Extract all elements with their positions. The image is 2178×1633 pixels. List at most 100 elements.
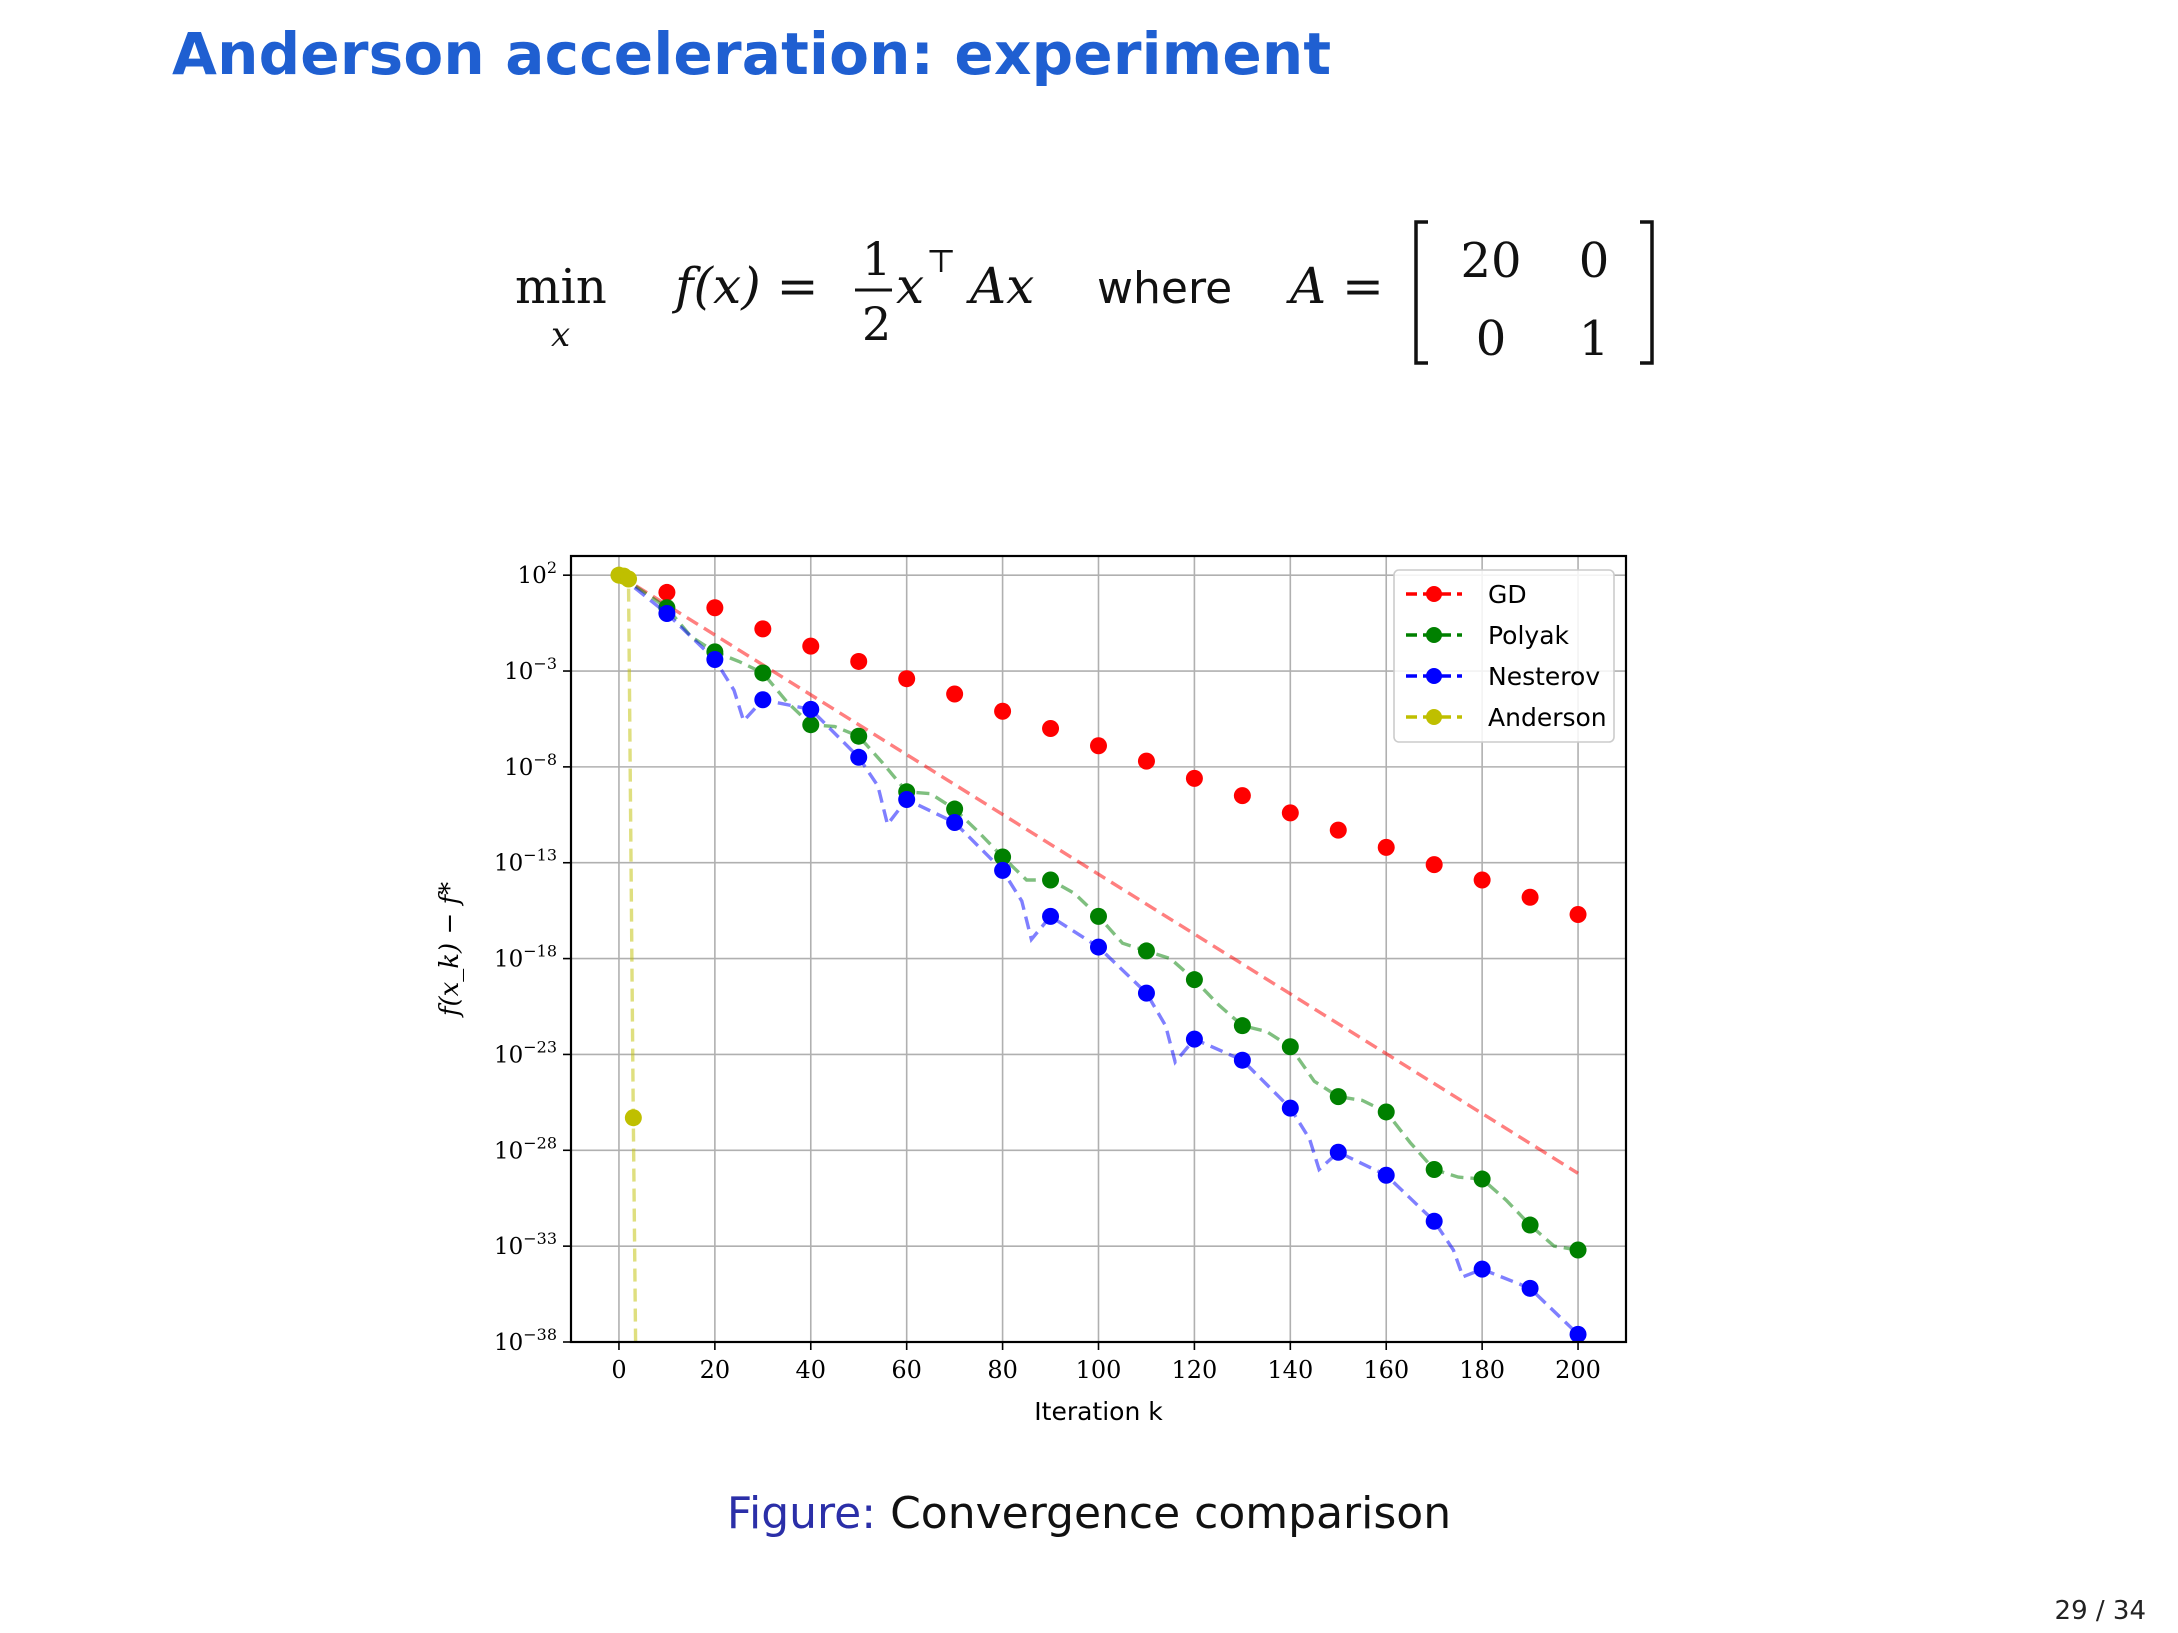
eq-frac-numerator: 1: [862, 232, 891, 286]
y-tick-label: 102: [518, 558, 557, 589]
x-tick-label: 120: [1172, 1356, 1218, 1384]
data-point-nesterov: [1281, 1099, 1299, 1117]
legend-marker-polyak: [1426, 627, 1442, 643]
data-point-polyak: [1185, 971, 1203, 989]
data-point-polyak: [802, 716, 820, 734]
x-tick-label: 180: [1459, 1356, 1505, 1384]
matrix-cell-1-1: 1: [1579, 311, 1610, 367]
data-point-gd: [946, 685, 964, 703]
caption-text: Convergence comparison: [890, 1488, 1452, 1539]
x-tick-label: 40: [795, 1356, 826, 1384]
y-tick-label: 10−3: [504, 654, 557, 685]
data-point-nesterov: [1042, 907, 1060, 925]
x-tick-label: 20: [700, 1356, 731, 1384]
x-tick-label: 140: [1267, 1356, 1313, 1384]
y-tick-label: 10−18: [494, 942, 557, 973]
convergence-chart: 0 20 40 60 80 100 120 140 160 180 200 102 10−3 10−8 10…: [435, 554, 1628, 1426]
data-point-polyak: [1042, 871, 1060, 889]
data-point-polyak: [1281, 1038, 1299, 1056]
data-point-nesterov: [898, 790, 916, 808]
data-point-gd: [754, 620, 772, 638]
data-point-gd: [1185, 769, 1203, 787]
y-tick-label: 10−33: [494, 1229, 557, 1260]
data-point-polyak: [1473, 1170, 1491, 1188]
series-group: [610, 566, 1587, 1342]
legend-label-polyak: Polyak: [1488, 621, 1570, 650]
data-point-nesterov: [994, 861, 1012, 879]
data-point-polyak: [754, 664, 772, 682]
data-point-nesterov: [706, 651, 724, 669]
y-tick-label: 10−13: [494, 846, 557, 877]
y-tick-label: 10−28: [494, 1133, 557, 1164]
x-tick-label: 200: [1555, 1356, 1601, 1384]
eq-frac-denominator: 2: [862, 297, 891, 351]
x-tick-label: 60: [891, 1356, 922, 1384]
eq-lhs: f(x) =: [671, 257, 819, 315]
data-point-gd: [850, 652, 868, 670]
data-point-gd: [1090, 737, 1107, 755]
data-point-gd: [1233, 787, 1251, 805]
y-axis-label: f(x_k) − f*: [435, 882, 465, 1018]
data-point-polyak: [1569, 1241, 1587, 1259]
data-point-nesterov: [1137, 984, 1155, 1002]
data-point-gd: [1473, 871, 1491, 889]
eq-transpose: ⊤: [926, 242, 956, 280]
objective-equation: min x f(x) = 1 2 x ⊤ Ax where A = 20 0 0…: [515, 220, 1654, 367]
data-point-gd: [1377, 838, 1395, 856]
caption-label: Figure:: [726, 1488, 877, 1539]
data-point-gd: [1329, 821, 1347, 839]
data-point-polyak: [946, 800, 964, 818]
data-point-nesterov: [802, 700, 820, 718]
matrix-right-bracket: [1640, 220, 1654, 365]
data-point-gd: [706, 599, 724, 617]
data-point-nesterov: [1521, 1279, 1539, 1297]
data-point-gd: [802, 637, 820, 655]
x-tick-label: 80: [987, 1356, 1018, 1384]
figure-caption: Figure: Convergence comparison: [0, 1488, 2178, 1539]
data-point-nesterov: [1233, 1051, 1251, 1069]
slide-title: Anderson acceleration: experiment: [172, 20, 1332, 88]
legend-label-gd: GD: [1488, 580, 1527, 609]
data-point-anderson: [624, 1109, 642, 1127]
data-point-polyak: [1329, 1088, 1347, 1106]
data-point-nesterov: [1377, 1166, 1395, 1184]
x-tick-label: 100: [1076, 1356, 1122, 1384]
eq-matrix-lhs: A =: [1286, 257, 1384, 315]
data-point-polyak: [1090, 907, 1107, 925]
series-line-gd: [618, 573, 1579, 1175]
x-tick-label: 0: [611, 1356, 626, 1384]
matrix-cell-0-0: 20: [1460, 233, 1521, 289]
y-tick-label: 10−8: [504, 750, 557, 781]
data-point-polyak: [850, 727, 868, 745]
legend-label-anderson: Anderson: [1488, 703, 1607, 732]
data-point-gd: [1042, 720, 1060, 738]
matrix-cell-1-0: 0: [1476, 311, 1507, 367]
eq-min-operator: min: [515, 259, 607, 315]
data-point-nesterov: [1185, 1030, 1203, 1048]
x-axis-label: Iteration k: [1034, 1397, 1163, 1426]
legend-box: [1393, 569, 1615, 743]
data-point-nesterov: [754, 691, 772, 709]
legend-label-nesterov: Nesterov: [1488, 662, 1600, 691]
y-tick-label: 10−38: [494, 1325, 557, 1356]
data-point-nesterov: [1425, 1212, 1443, 1230]
page-number: 29 / 34: [2054, 1596, 2146, 1626]
data-point-gd: [1521, 888, 1539, 906]
data-point-nesterov: [1090, 938, 1107, 956]
data-point-gd: [1281, 804, 1299, 822]
data-point-nesterov: [1473, 1260, 1491, 1278]
data-point-gd: [898, 670, 916, 688]
data-point-polyak: [1377, 1103, 1395, 1121]
matrix-left-bracket: [1414, 220, 1428, 365]
data-point-gd: [994, 702, 1012, 720]
matrix-cell-0-1: 0: [1579, 233, 1610, 289]
data-point-gd: [1425, 856, 1443, 874]
data-point-gd: [658, 583, 676, 601]
data-point-nesterov: [658, 605, 676, 623]
data-point-polyak: [1233, 1017, 1251, 1035]
data-point-anderson: [620, 570, 638, 588]
data-point-polyak: [1521, 1216, 1539, 1234]
data-point-gd: [1137, 752, 1155, 770]
x-tick-label: 160: [1363, 1356, 1409, 1384]
eq-min-subscript: x: [551, 315, 570, 355]
